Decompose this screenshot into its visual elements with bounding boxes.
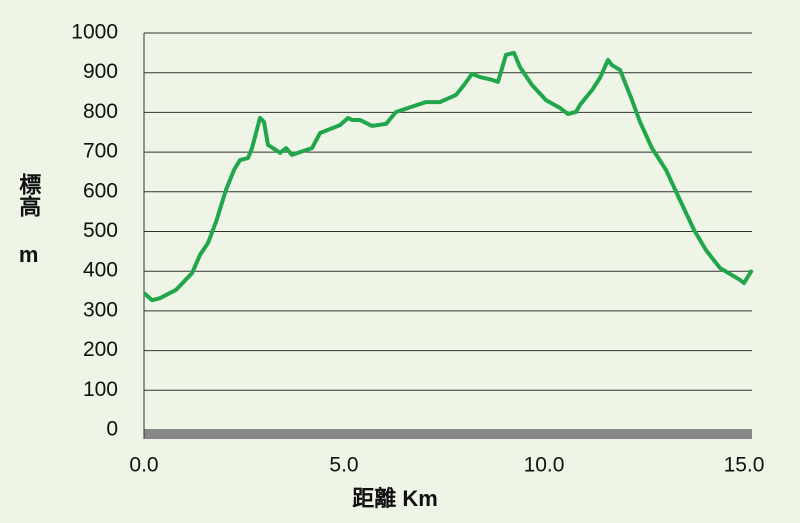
y-tick-label: 1000	[71, 21, 118, 44]
y-tick-label: 900	[83, 60, 118, 83]
y-tick-label: 0	[106, 418, 118, 441]
x-axis-label: 距離 Km	[352, 486, 438, 511]
y-tick-label: 800	[83, 100, 118, 123]
x-tick-label: 0.0	[129, 454, 158, 477]
y-tick-label: 600	[83, 179, 118, 202]
y-tick-label: 300	[83, 298, 118, 321]
y-tick-label: 500	[83, 219, 118, 242]
y-tick-label: 200	[83, 338, 118, 361]
x-tick-label: 10.0	[524, 454, 565, 477]
y-axis-label: 標高 m	[16, 173, 41, 267]
y-tick-label: 400	[83, 259, 118, 282]
x-tick-label: 15.0	[724, 454, 765, 477]
y-tick-label: 100	[83, 378, 118, 401]
x-tick-label: 5.0	[329, 454, 358, 477]
y-tick-label: 700	[83, 140, 118, 163]
elevation-line	[142, 50, 754, 303]
